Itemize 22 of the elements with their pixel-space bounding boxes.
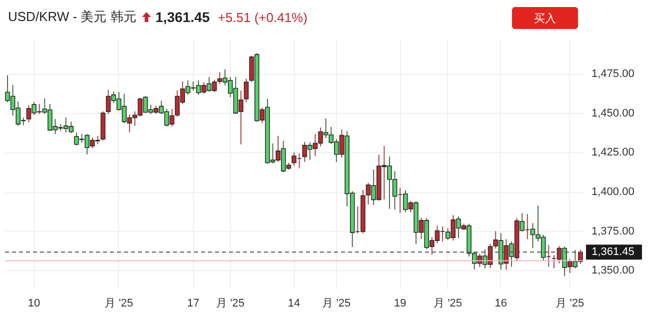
x-tick-label: 14	[288, 298, 300, 310]
x-tick-label: 10	[28, 298, 40, 310]
x-tick-label: 月 '25	[556, 298, 584, 310]
y-tick-label: 1,375.00	[592, 225, 634, 238]
y-tick-label: 1,450.00	[592, 107, 634, 120]
chart-title: USD/KRW - 美元 韩元	[8, 8, 136, 26]
ref-line-label: 1,361.45	[592, 246, 634, 258]
x-tick-label: 月 '25	[104, 298, 134, 310]
x-tick-label: 月 '25	[216, 298, 245, 310]
y-tick-label: 1,475.00	[592, 68, 634, 80]
y-tick-label: 1,425.00	[592, 146, 634, 159]
x-tick-label: 月 '25	[434, 298, 462, 310]
x-tick-label: 17	[187, 298, 200, 310]
text: +5.51 (+0.41%)	[218, 10, 308, 24]
y-tick-label: 1,400.00	[592, 186, 634, 198]
candlestick	[244, 78, 249, 103]
x-tick-label: 19	[394, 298, 406, 310]
x-tick-label: 16	[494, 298, 508, 310]
y-tick-label: 1,350.00	[592, 264, 634, 277]
text: 买入	[512, 7, 578, 29]
text: 1,361.45	[155, 9, 210, 25]
x-tick-label: 月 '25	[322, 298, 351, 310]
